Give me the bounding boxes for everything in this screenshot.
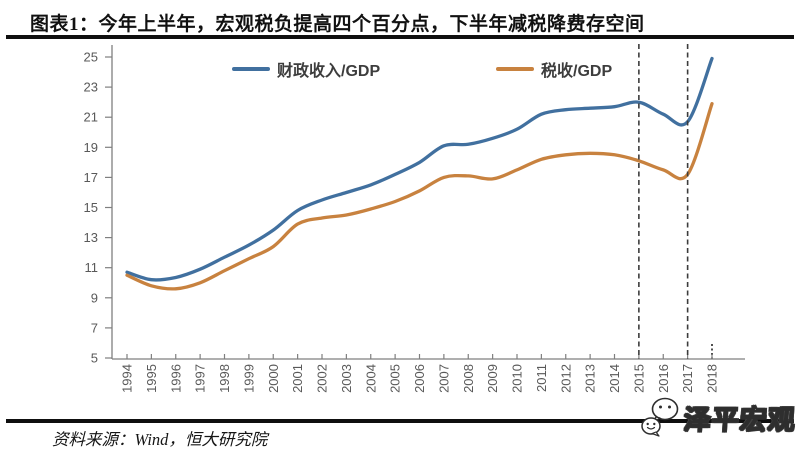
- title-divider-line: [6, 35, 794, 39]
- x-tick-label: 2001: [290, 364, 305, 393]
- watermark-text: 泽平宏观: [682, 404, 797, 435]
- x-tick-label: 2008: [461, 364, 476, 393]
- y-tick-label: 7: [91, 320, 98, 335]
- x-tick-label: 2005: [388, 364, 403, 393]
- data-source-note: 资料来源：Wind，恒大研究院: [52, 430, 268, 449]
- y-tick-label: 15: [84, 200, 98, 215]
- x-tick-label: 2012: [558, 364, 573, 393]
- fiscal-line-swatch: [232, 66, 270, 71]
- tax-line-swatch: [496, 66, 534, 71]
- x-tick-label: 2004: [363, 364, 378, 393]
- y-tick-label: 19: [84, 140, 98, 155]
- legend-item-fiscal-revenue: 财政收入/GDP: [232, 58, 381, 80]
- y-tick-label: 13: [84, 230, 98, 245]
- x-tick-label: 2010: [510, 364, 525, 393]
- axes: [111, 45, 745, 360]
- x-tick-label: 1999: [241, 364, 256, 393]
- wechat-bubbles-icon: [641, 397, 679, 437]
- y-tick-label: 11: [85, 260, 99, 275]
- x-tick-label: 2000: [266, 364, 281, 393]
- x-tick-label: 2003: [339, 364, 354, 393]
- x-tick-label: 2009: [485, 364, 500, 393]
- x-tick-label: 2002: [315, 364, 330, 393]
- x-tick-label: 1995: [144, 364, 159, 393]
- tax-gdp-line: [125, 102, 714, 291]
- legend-label-fiscal: 财政收入/GDP: [277, 62, 381, 80]
- legend-label-tax: 税收/GDP: [541, 62, 613, 80]
- fiscal-revenue-gdp-line: [125, 56, 714, 282]
- legend-item-tax-revenue: 税收/GDP: [496, 58, 613, 80]
- x-tick-label: 2013: [583, 364, 598, 393]
- y-tick-label: 17: [84, 170, 98, 185]
- x-tick-label: 2018: [705, 364, 720, 393]
- x-tick-label: 2007: [436, 364, 451, 393]
- x-tick-label: 2014: [607, 364, 622, 393]
- y-tick-label: 5: [91, 351, 98, 366]
- x-tick-label: 2016: [656, 364, 671, 393]
- y-tick-label: 21: [84, 110, 98, 125]
- footer-divider-line: [6, 419, 794, 423]
- x-tick-label: 1996: [168, 364, 183, 393]
- x-tick-label: 1997: [193, 364, 208, 393]
- x-tick-label: 2006: [412, 364, 427, 393]
- x-tick-label: 2017: [680, 364, 695, 393]
- y-tick-label: 9: [91, 290, 98, 305]
- watermark: 泽平宏观: [638, 396, 798, 438]
- chart-title: 图表1：今年上半年，宏观税负提高四个百分点，下半年减税降费存空间: [30, 14, 645, 35]
- y-tick-label: 25: [84, 50, 98, 65]
- x-tick-label: 2011: [534, 364, 549, 392]
- x-tick-label: 2015: [631, 364, 646, 393]
- y-tick-label: 23: [84, 80, 98, 95]
- x-tick-label: 1998: [217, 364, 232, 393]
- x-tick-label: 1994: [120, 364, 135, 393]
